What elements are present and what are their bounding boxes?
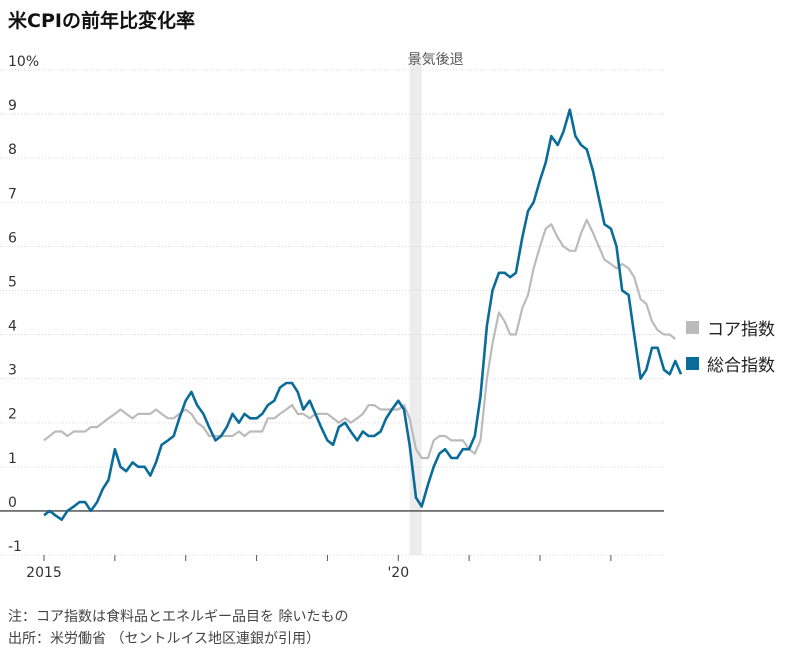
- note-text: 注：コア指数は食料品とエネルギー品目を 除いたもの: [8, 609, 349, 625]
- legend-swatch-headline: [686, 356, 699, 370]
- series-line-core: [43, 218, 676, 460]
- y-tick-label: 5: [8, 274, 17, 290]
- chart-plot: 景気後退 10% 9 8 7 6 5 4 3 2 1 0 -1 2015 '20: [0, 52, 683, 581]
- grid-lines: [0, 69, 664, 556]
- y-tick-label: -1: [8, 539, 22, 555]
- y-tick-label: 8: [8, 142, 17, 158]
- legend-item-core: コア指数: [686, 315, 775, 340]
- y-tick-label: 2: [8, 407, 17, 423]
- x-axis-ticks: 2015 '20: [26, 555, 612, 581]
- legend-label-headline: 総合指数: [707, 355, 775, 376]
- chart-title: 米CPIの前年比変化率: [8, 10, 195, 32]
- legend-item-headline: 総合指数: [686, 351, 775, 376]
- y-tick-label: 10%: [8, 54, 39, 70]
- recession-band: [409, 58, 422, 555]
- legend-label-core: コア指数: [707, 319, 775, 340]
- y-tick-label: 1: [8, 451, 17, 467]
- y-axis-ticks: 10% 9 8 7 6 5 4 3 2 1 0 -1: [8, 54, 39, 555]
- source-text: 出所：米労働省 （セントルイス地区連銀が引用）: [8, 631, 321, 647]
- series-lines: [43, 108, 683, 521]
- legend-swatch-core: [686, 320, 699, 334]
- legend: コア指数 総合指数: [686, 315, 775, 387]
- y-tick-label: 0: [8, 495, 17, 511]
- y-tick-label: 9: [8, 98, 17, 114]
- x-tick-label: 2015: [26, 565, 62, 581]
- series-line-headline: [43, 108, 683, 521]
- footnotes: 注：コア指数は食料品とエネルギー品目を 除いたもの 出所：米労働省 （セントルイ…: [8, 606, 348, 650]
- recession-band-label: 景気後退: [408, 52, 464, 68]
- recession-band-group: 景気後退: [408, 52, 464, 555]
- y-tick-label: 6: [8, 230, 17, 246]
- y-tick-label: 3: [8, 363, 17, 379]
- y-tick-label: 7: [8, 186, 17, 202]
- y-tick-label: 4: [8, 319, 17, 335]
- x-tick-label: '20: [387, 565, 409, 581]
